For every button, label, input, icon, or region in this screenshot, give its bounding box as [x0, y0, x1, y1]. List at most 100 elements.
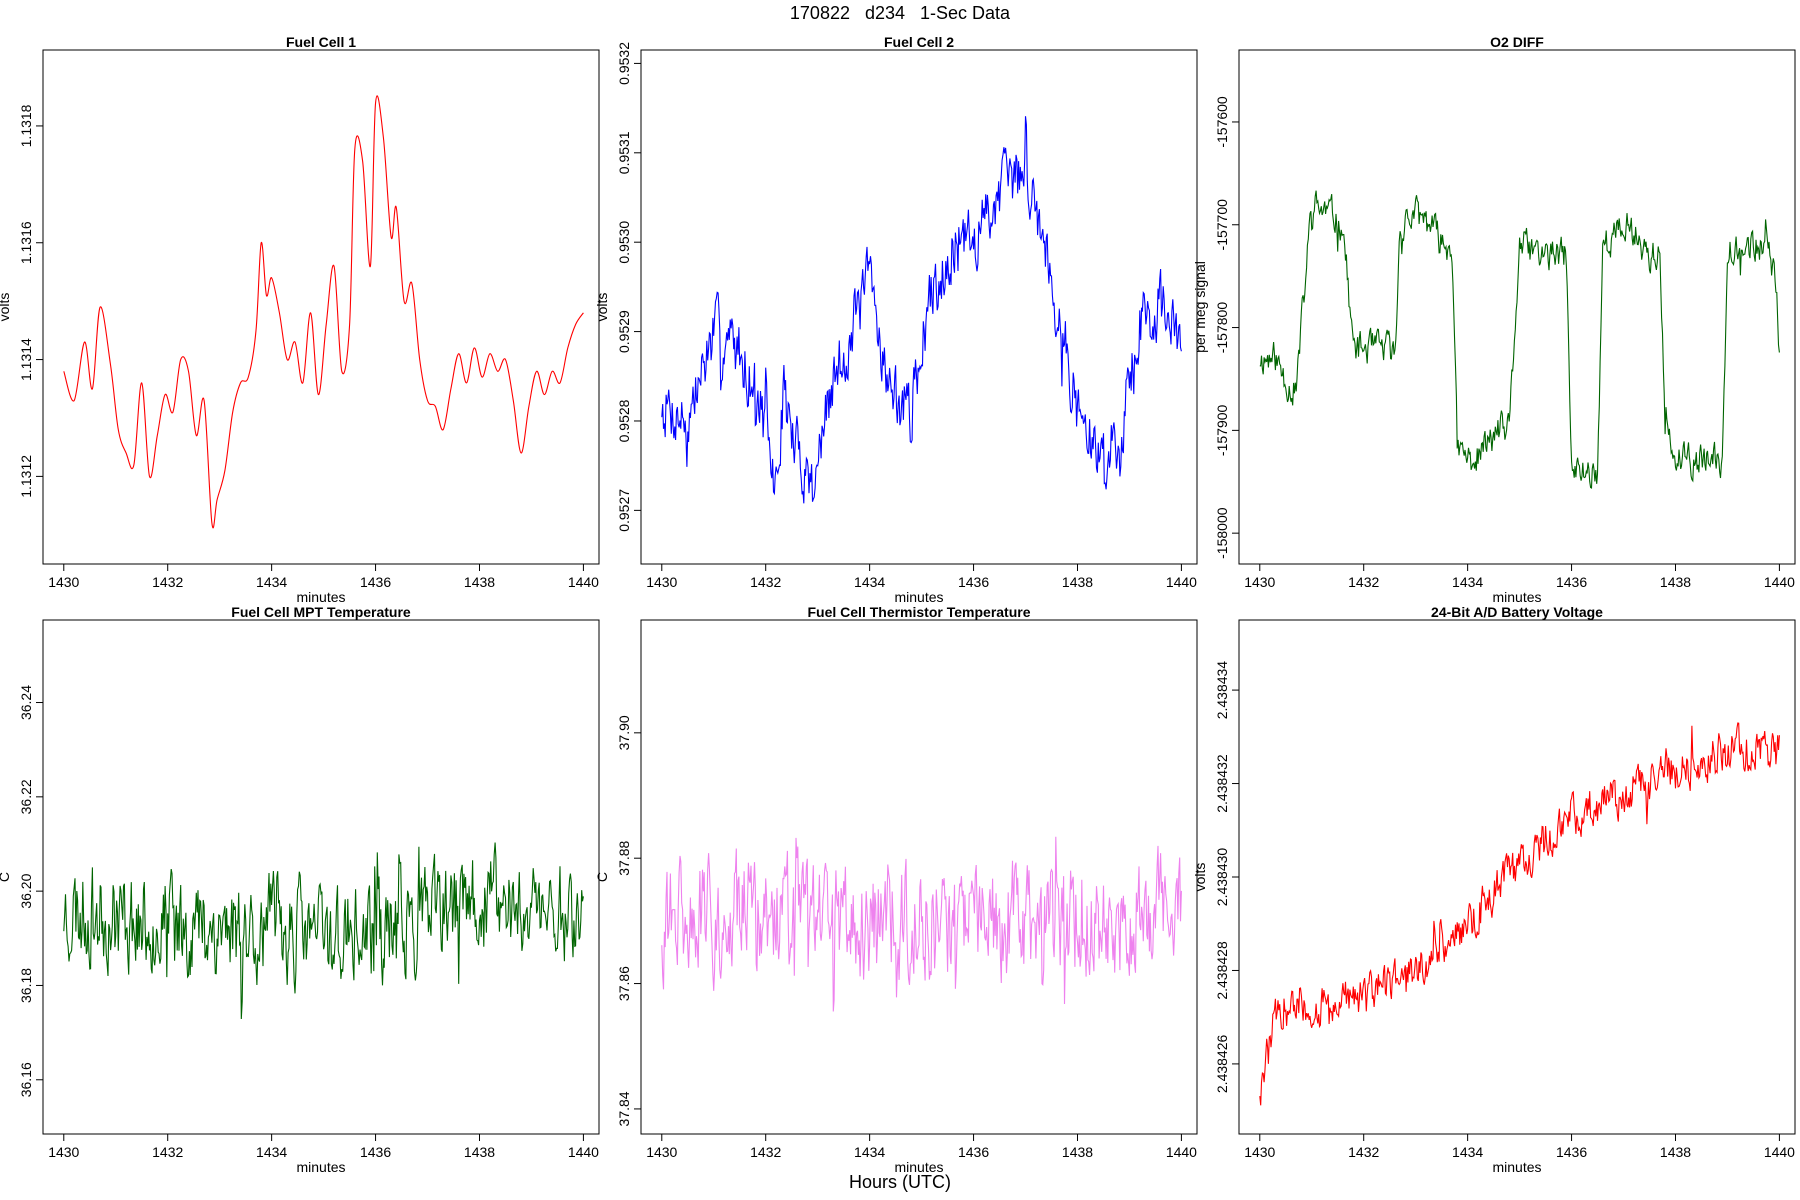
panel-title: Fuel Cell MPT Temperature [231, 604, 411, 620]
x-tick-label: 1434 [256, 574, 287, 590]
y-tick-label: 0.9527 [616, 489, 632, 532]
x-tick-label: 1438 [1660, 1144, 1691, 1160]
x-tick-label: 1432 [1348, 574, 1379, 590]
y-tick-label: 36.20 [18, 873, 34, 908]
x-tick-label: 1434 [1452, 1144, 1483, 1160]
x-tick-label: 1434 [854, 574, 885, 590]
y-axis-label: per meg signal [1192, 261, 1208, 353]
y-tick-label: 0.9529 [616, 310, 632, 353]
x-tick-label: 1436 [360, 574, 391, 590]
panel-2: Fuel Cell 2 1430 1432 1434 1436 1438 1440 minut… [594, 34, 1198, 605]
x-tick-label: 1432 [750, 1144, 781, 1160]
x-axis-label: minutes [894, 1159, 943, 1175]
x-tick-label: 1434 [1452, 574, 1483, 590]
y-tick-label: 0.9528 [616, 399, 632, 442]
y-tick-label: 36.24 [18, 685, 34, 720]
x-tick-label: 1430 [48, 1144, 79, 1160]
x-axis-label: minutes [1492, 1159, 1541, 1175]
x-tick-label: 1436 [1556, 574, 1587, 590]
x-tick-label: 1440 [1166, 574, 1197, 590]
x-axis-label: minutes [296, 1159, 345, 1175]
panel-title: Fuel Cell 1 [286, 34, 356, 50]
y-tick-label: -157700 [1214, 199, 1230, 251]
y-tick-label: 1.1314 [18, 338, 34, 381]
x-tick-label: 1430 [646, 574, 677, 590]
x-axis-label: minutes [296, 589, 345, 605]
panel-4: Fuel Cell MPT Temperature 1430 1432 1434 143… [0, 604, 600, 1175]
x-tick-label: 1432 [152, 1144, 183, 1160]
x-tick-label: 1436 [958, 1144, 989, 1160]
y-tick-label: 1.1312 [18, 455, 34, 498]
y-tick-label: 2.438428 [1214, 941, 1230, 1000]
x-tick-label: 1432 [1348, 1144, 1379, 1160]
y-tick-label: -158000 [1214, 507, 1230, 559]
panel-1: Fuel Cell 1 1430 1432 1434 1436 1438 1440 minut… [0, 34, 600, 605]
x-tick-label: 1430 [1244, 1144, 1275, 1160]
y-tick-label: 0.9532 [616, 42, 632, 85]
y-axis-label: volts [1192, 863, 1208, 892]
y-tick-label: 37.90 [616, 715, 632, 750]
panel-title: O2 DIFF [1490, 34, 1544, 50]
y-tick-label: -157800 [1214, 302, 1230, 354]
plot-frame [640, 49, 1198, 565]
plot-frame [1238, 49, 1796, 565]
panel-5: Fuel Cell Thermistor Temperature 1430 1432… [594, 604, 1198, 1175]
x-tick-label: 1430 [48, 574, 79, 590]
x-tick-label: 1440 [1166, 1144, 1197, 1160]
x-tick-label: 1438 [464, 1144, 495, 1160]
x-tick-label: 1440 [1764, 574, 1795, 590]
x-tick-label: 1430 [646, 1144, 677, 1160]
y-axis-label: C [594, 872, 610, 882]
x-tick-label: 1436 [1556, 1144, 1587, 1160]
series-line-1 [661, 836, 1182, 1012]
series-line-1 [1259, 722, 1780, 1106]
x-tick-label: 1438 [1062, 1144, 1093, 1160]
plot-frame [42, 619, 600, 1135]
series-line-1 [661, 116, 1182, 504]
x-tick-label: 1432 [750, 574, 781, 590]
x-tick-label: 1440 [1764, 1144, 1795, 1160]
x-tick-label: 1440 [568, 1144, 599, 1160]
y-tick-label: 0.9530 [616, 221, 632, 264]
x-tick-label: 1434 [854, 1144, 885, 1160]
y-tick-label: 2.438434 [1214, 661, 1230, 720]
y-tick-label: 37.88 [616, 840, 632, 875]
y-tick-label: -157900 [1214, 404, 1230, 456]
plot-frame [42, 49, 600, 565]
series-line-1 [1259, 190, 1780, 489]
panel-title: Fuel Cell Thermistor Temperature [807, 604, 1030, 620]
plot-frame [640, 619, 1198, 1135]
y-tick-label: 1.1318 [18, 104, 34, 147]
y-axis-label: volts [0, 293, 12, 322]
y-tick-label: 1.1316 [18, 221, 34, 264]
y-tick-label: 2.438426 [1214, 1035, 1230, 1094]
x-tick-label: 1438 [1062, 574, 1093, 590]
y-tick-label: 2.438432 [1214, 754, 1230, 813]
x-tick-label: 1430 [1244, 574, 1275, 590]
x-axis-label: minutes [1492, 589, 1541, 605]
x-tick-label: 1438 [1660, 574, 1691, 590]
y-axis-label: volts [594, 293, 610, 322]
page-title: 170822 d234 1-Sec Data [789, 3, 1011, 23]
x-axis-label: minutes [894, 589, 943, 605]
y-tick-label: 37.86 [616, 966, 632, 1001]
x-tick-label: 1438 [464, 574, 495, 590]
panel-title: Fuel Cell 2 [884, 34, 954, 50]
y-tick-label: -157600 [1214, 96, 1230, 148]
y-axis-label: C [0, 872, 12, 882]
y-tick-label: 36.22 [18, 779, 34, 814]
panel-title: 24-Bit A/D Battery Voltage [1431, 604, 1603, 620]
y-tick-label: 2.438430 [1214, 848, 1230, 907]
x-tick-label: 1434 [256, 1144, 287, 1160]
panel-3: O2 DIFF 1430 1432 1434 1436 1438 1440 minutes -1… [1192, 34, 1796, 605]
x-tick-label: 1436 [958, 574, 989, 590]
y-tick-label: 36.18 [18, 968, 34, 1003]
x-tick-label: 1440 [568, 574, 599, 590]
x-tick-label: 1436 [360, 1144, 391, 1160]
plot-frame [1238, 619, 1796, 1135]
series-line-1 [63, 842, 584, 1020]
y-tick-label: 0.9531 [616, 131, 632, 174]
y-tick-label: 36.16 [18, 1062, 34, 1097]
x-axis-title: Hours (UTC) [849, 1172, 951, 1192]
